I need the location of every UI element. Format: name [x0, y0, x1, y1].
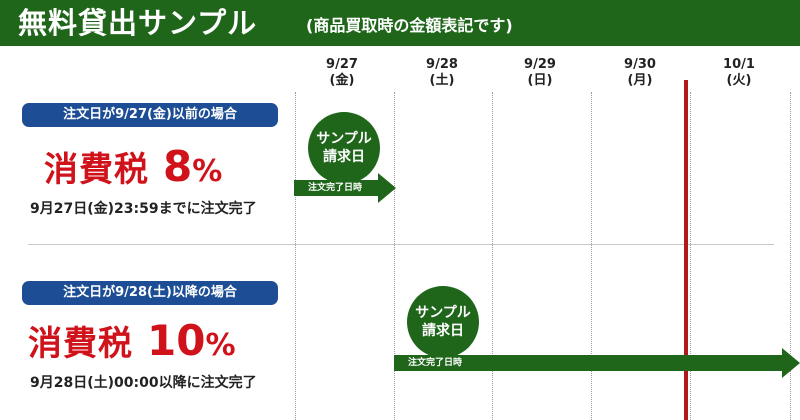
header-subtitle: (商品買取時の金額表記です)	[306, 16, 513, 35]
date-column-0929: 9/29 (日)	[495, 57, 585, 89]
arrow-head-icon	[782, 348, 800, 378]
arrow-label: 注文完了日時	[294, 180, 378, 196]
tax-rate-number: 10	[147, 316, 206, 365]
day-divider	[295, 92, 296, 420]
tax-label: 消費税	[44, 150, 149, 190]
case-separator	[28, 244, 774, 245]
deadline-text-10pct: 9月28日(土)00:00以降に注文完了	[30, 375, 257, 391]
badge-line: サンプル	[415, 305, 471, 321]
weekday-label: (月)	[627, 73, 653, 88]
sample-request-badge: サンプル 請求日	[407, 286, 479, 358]
condition-pill-8pct: 注文日が9/27(金)以前の場合	[22, 103, 278, 127]
date-label: 9/30	[624, 57, 656, 72]
order-complete-arrow-long: 注文完了日時	[394, 348, 800, 378]
badge-line: サンプル	[316, 131, 372, 147]
tax-label: 消費税	[28, 324, 133, 364]
condition-pill-10pct: 注文日が9/28(土)以降の場合	[22, 281, 278, 305]
day-divider	[394, 92, 395, 420]
weekday-label: (火)	[726, 73, 752, 88]
day-divider	[492, 92, 493, 420]
badge-line: 請求日	[323, 149, 365, 165]
date-label: 9/29	[524, 57, 556, 72]
deadline-text-8pct: 9月27日(金)23:59までに注文完了	[30, 201, 257, 217]
arrow-label: 注文完了日時	[394, 355, 782, 371]
order-complete-arrow-short: 注文完了日時	[294, 173, 396, 203]
tax-rate-unit: %	[205, 328, 236, 363]
arrow-head-icon	[378, 173, 396, 203]
header-title: 無料貸出サンプル	[18, 6, 258, 40]
tax-rate-unit: %	[192, 154, 223, 189]
weekday-label: (金)	[329, 73, 355, 88]
weekday-label: (日)	[527, 73, 553, 88]
date-column-0930: 9/30 (月)	[595, 57, 685, 89]
header-bar: 無料貸出サンプル (商品買取時の金額表記です)	[0, 0, 800, 46]
weekday-label: (土)	[429, 73, 455, 88]
tax-rate-10pct: 消費税 10%	[28, 316, 236, 365]
date-column-0928: 9/28 (土)	[397, 57, 487, 89]
sample-request-badge: サンプル 請求日	[308, 112, 380, 184]
tax-rate-number: 8	[163, 142, 193, 191]
date-label: 9/28	[426, 57, 458, 72]
badge-line: 請求日	[422, 323, 464, 339]
date-label: 9/27	[326, 57, 358, 72]
date-column-0927: 9/27 (金)	[297, 57, 387, 89]
date-column-1001: 10/1 (火)	[694, 57, 784, 89]
tax-rate-8pct: 消費税 8%	[44, 142, 222, 191]
tax-change-line	[684, 80, 688, 420]
date-label: 10/1	[723, 57, 755, 72]
day-divider	[790, 92, 791, 420]
day-divider	[690, 92, 691, 420]
day-divider	[591, 92, 592, 420]
